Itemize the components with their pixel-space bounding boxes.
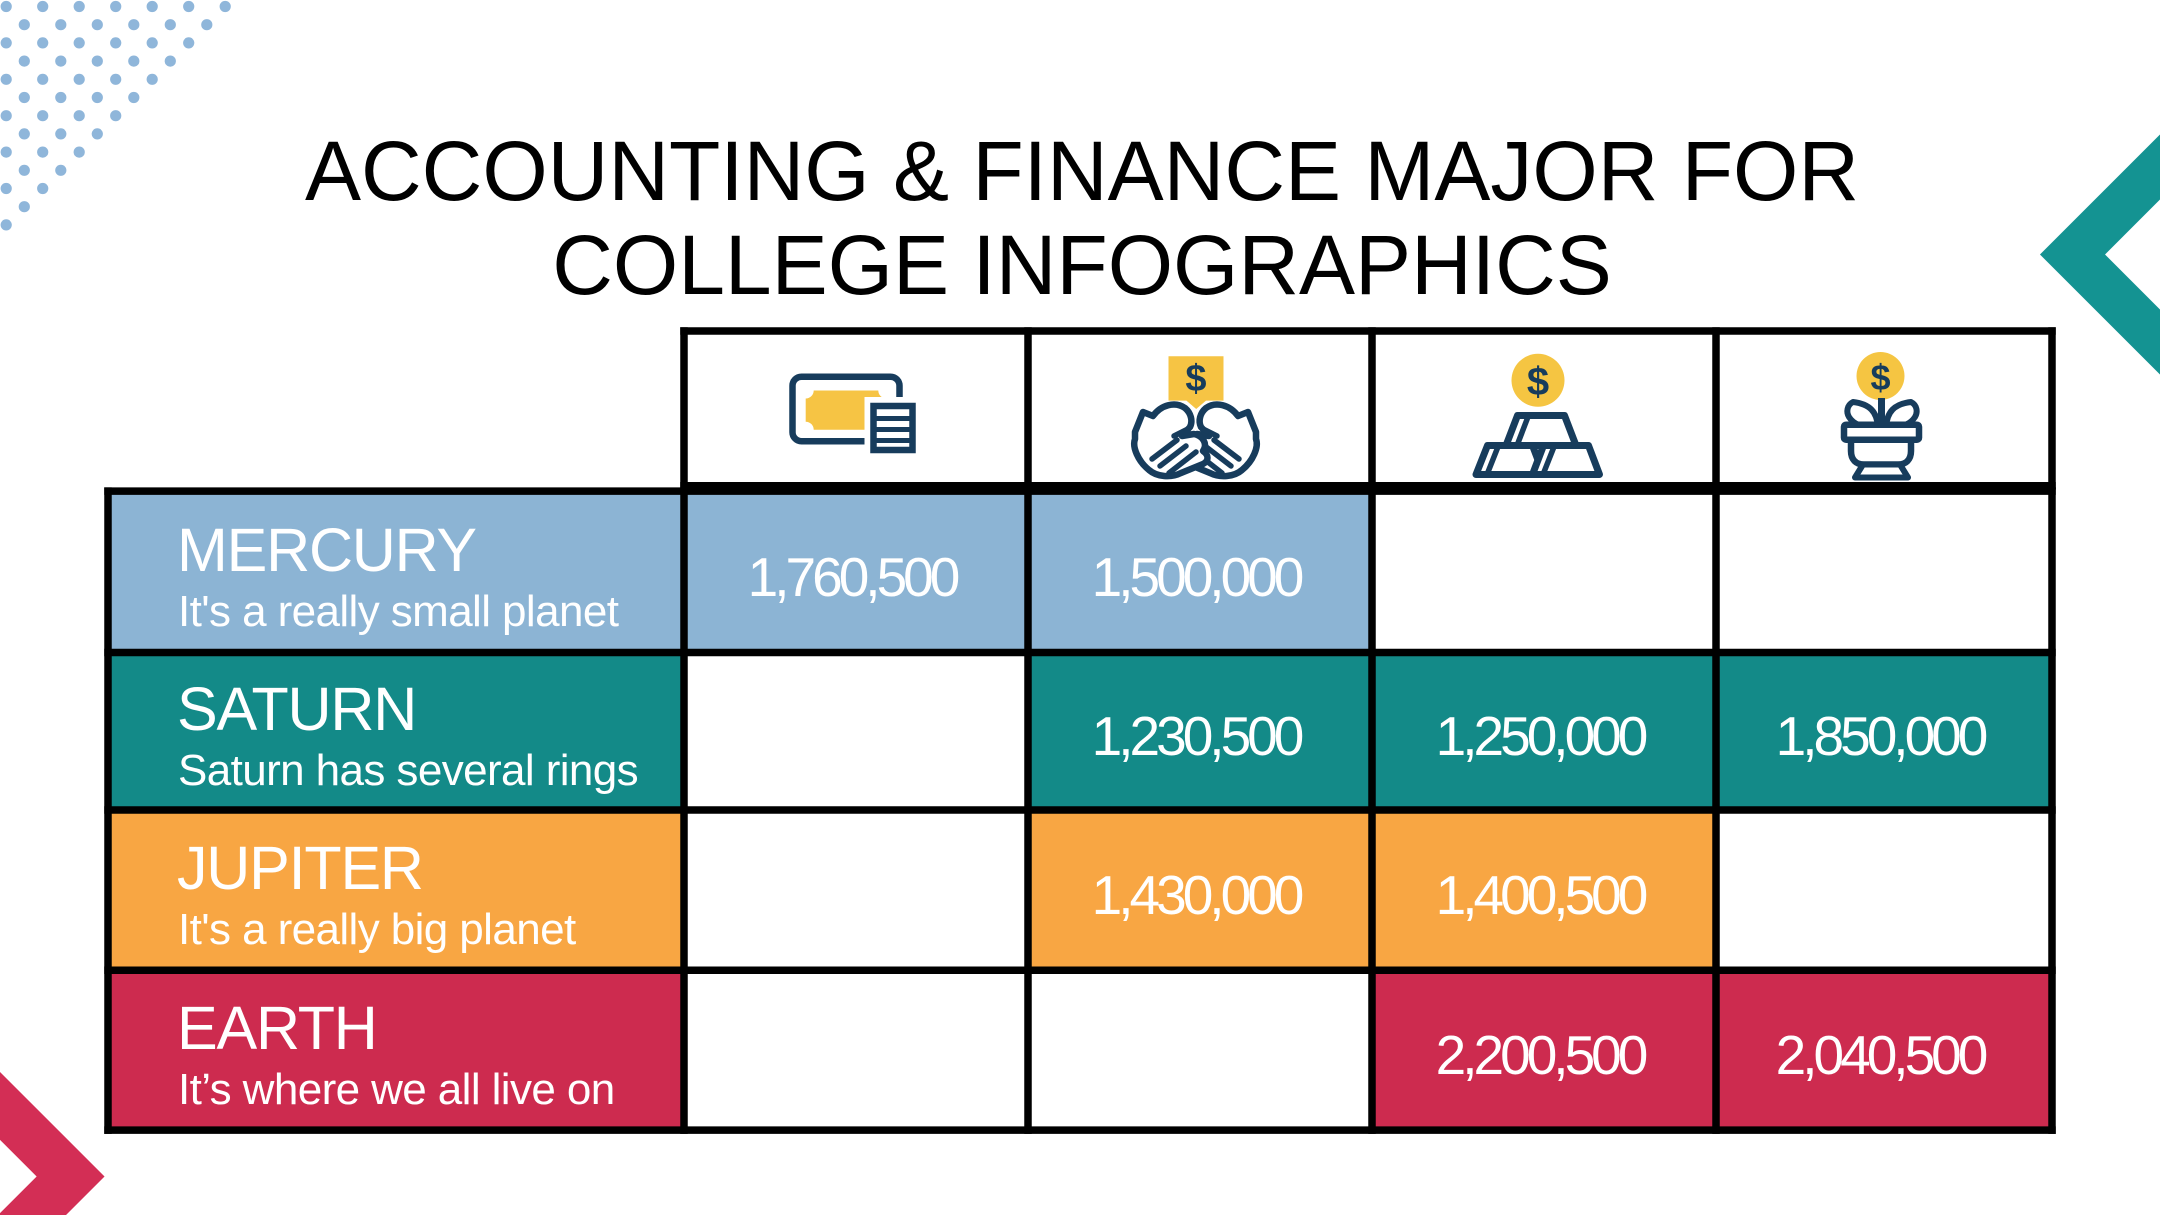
svg-text:JUPITER: JUPITER [177,834,423,902]
svg-text:1,760,500: 1,760,500 [748,546,959,608]
svg-text:1,500,000: 1,500,000 [1092,546,1303,608]
svg-text:2,200,500: 2,200,500 [1436,1024,1647,1086]
svg-text:Saturn has several rings: Saturn has several rings [178,746,638,795]
svg-text:COLLEGE INFOGRAPHICS: COLLEGE INFOGRAPHICS [552,218,1612,312]
svg-text:ACCOUNTING & FINANCE MAJOR FOR: ACCOUNTING & FINANCE MAJOR FOR [305,124,1859,218]
svg-text:It's a really small planet: It's a really small planet [178,587,619,636]
svg-text:$: $ [1527,360,1549,404]
svg-text:$: $ [1870,357,1890,398]
svg-text:1,430,000: 1,430,000 [1092,864,1303,926]
svg-text:It’s where we all live on: It’s where we all live on [178,1065,615,1114]
svg-text:It's a really big planet: It's a really big planet [178,905,576,954]
svg-text:MERCURY: MERCURY [177,516,476,584]
svg-text:1,230,500: 1,230,500 [1092,705,1303,767]
svg-text:1,850,000: 1,850,000 [1776,705,1987,767]
svg-text:$: $ [1185,358,1206,400]
svg-text:EARTH: EARTH [177,994,377,1062]
svg-text:1,250,000: 1,250,000 [1436,705,1647,767]
svg-text:SATURN: SATURN [177,675,416,743]
svg-text:1,400,500: 1,400,500 [1436,864,1647,926]
svg-text:2,040,500: 2,040,500 [1776,1024,1987,1086]
